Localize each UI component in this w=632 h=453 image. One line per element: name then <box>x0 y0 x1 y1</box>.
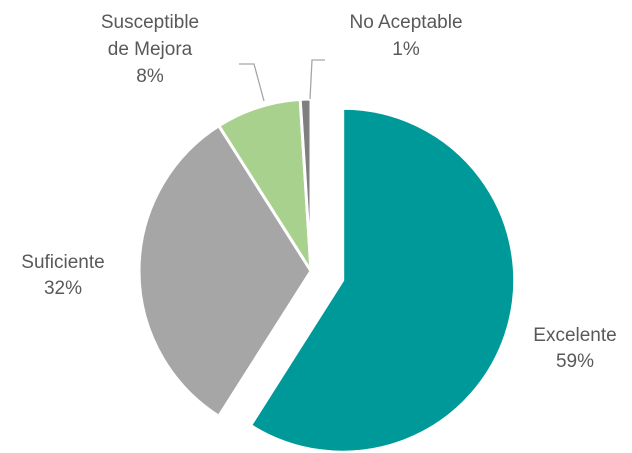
slice-value-suficiente: 32% <box>44 278 82 299</box>
slice-value-no-aceptable: 1% <box>392 39 420 60</box>
slice-label-no-aceptable: No Aceptable <box>349 12 462 33</box>
slice-value-susceptible: 8% <box>136 66 164 87</box>
slice-value-excelente: 59% <box>556 351 594 372</box>
pie-slice-suficiente <box>137 124 313 418</box>
slice-label-susceptible-line1: Susceptible <box>101 12 199 33</box>
pie-slices <box>137 97 517 453</box>
slice-label-suficiente: Suficiente <box>21 252 104 273</box>
leader-line-susceptible <box>239 63 265 102</box>
pie-slice-excelente <box>249 106 517 453</box>
slice-label-susceptible-line2: de Mejora <box>108 39 193 60</box>
pie-slice-no-aceptable <box>298 97 313 273</box>
slice-label-excelente: Excelente <box>533 325 616 346</box>
leader-lines <box>239 59 325 102</box>
leader-line-no-aceptable <box>309 59 325 100</box>
